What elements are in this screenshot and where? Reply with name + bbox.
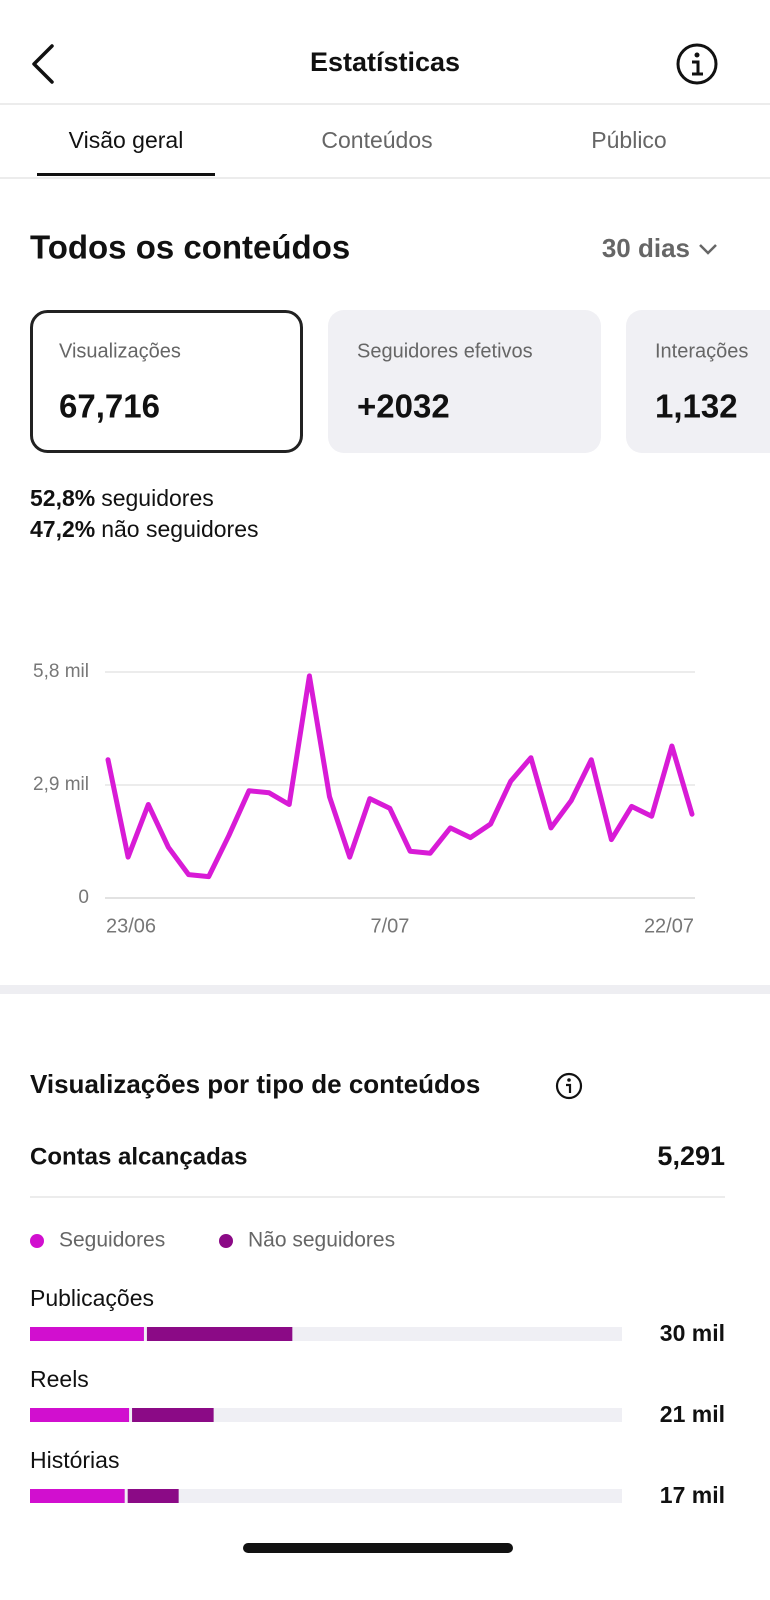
info-button[interactable] (555, 1072, 583, 1100)
audience-label: seguidores (101, 485, 214, 511)
reached-label: Contas alcançadas (30, 1143, 247, 1170)
x-tick-label: 22/07 (644, 915, 694, 937)
section-title: Visualizações por tipo de conteúdos (30, 1069, 480, 1099)
y-tick-label: 0 (78, 887, 89, 908)
bar-segment (30, 1408, 130, 1422)
legend-swatch (30, 1234, 44, 1248)
card-background (328, 310, 601, 453)
legend-item: Seguidores (30, 1229, 165, 1252)
audience-share: 52,8% (30, 485, 95, 511)
chevron (699, 244, 717, 255)
bar-segment (30, 1489, 125, 1503)
bar-total: 21 mil (660, 1401, 725, 1427)
audience-share: 47,2% (30, 516, 95, 542)
back-button[interactable] (32, 44, 54, 84)
card-label: Visualizações (59, 340, 181, 362)
card-label: Interações (655, 340, 748, 362)
metric-card[interactable]: Visualizações 67,716 (30, 310, 303, 453)
legend-label: Seguidores (59, 1229, 165, 1252)
tab[interactable]: Visão geral (69, 127, 184, 153)
y-tick-label: 5,8 mil (33, 661, 89, 682)
line-chart: 0 2,9 mil 5,8 mil 23/06 7/07 22/07 (33, 661, 695, 937)
bar-segment (127, 1489, 179, 1503)
period-label: 30 dias (602, 233, 690, 263)
reached-value: 5,291 (657, 1141, 725, 1171)
info-dot (694, 52, 700, 58)
info-stem (692, 60, 703, 76)
section-separator (0, 985, 770, 994)
category-label: Reels (30, 1366, 89, 1392)
tab-bar: Visão geral Conteúdos Público (37, 127, 667, 176)
audience-line: 52,8% seguidores (30, 485, 214, 511)
audience-line: 47,2% não seguidores (30, 516, 259, 542)
info-stem (566, 1083, 572, 1093)
info-button[interactable] (676, 43, 718, 85)
card-label: Seguidores efetivos (357, 340, 533, 362)
tab-indicator (37, 173, 215, 176)
bar-chart: Seguidores Não seguidores Publicações 30 mi… (30, 1229, 725, 1508)
card-background (626, 310, 770, 453)
bar-segment (146, 1327, 293, 1341)
metric-card[interactable]: Seguidores efetivos +2032 (328, 310, 601, 453)
metric-cards: Visualizações 67,716 Seguidores efetivos +2… (30, 310, 770, 453)
card-value: +2032 (357, 388, 450, 425)
card-background (30, 310, 303, 453)
x-tick-label: 7/07 (370, 915, 409, 937)
info-icon (555, 1072, 583, 1100)
x-tick-label: 23/06 (106, 915, 156, 937)
info-icon (676, 43, 718, 85)
legend-label: Não seguidores (248, 1229, 395, 1252)
category-label: Histórias (30, 1447, 119, 1473)
y-tick-label: 2,9 mil (33, 774, 89, 795)
bar-total: 30 mil (660, 1320, 725, 1346)
bar-segment (132, 1408, 214, 1422)
info-dot (567, 1078, 571, 1082)
legend-item: Não seguidores (219, 1229, 395, 1252)
audience-label: não seguidores (101, 516, 258, 542)
tab[interactable]: Conteúdos (321, 127, 432, 153)
category-label: Publicações (30, 1285, 154, 1311)
card-value: 67,716 (59, 388, 160, 425)
line-series (105, 673, 695, 880)
legend-swatch (219, 1234, 233, 1248)
bar-segment (30, 1327, 144, 1341)
tab[interactable]: Público (591, 127, 666, 153)
period-selector[interactable]: 30 dias (602, 233, 717, 263)
metric-card[interactable]: Interações 1,132 (626, 310, 770, 453)
card-value: 1,132 (655, 388, 738, 425)
section-title: Todos os conteúdos (30, 229, 350, 266)
bar-total: 17 mil (660, 1482, 725, 1508)
header-title: Estatísticas (310, 47, 460, 77)
home-indicator (243, 1543, 513, 1553)
